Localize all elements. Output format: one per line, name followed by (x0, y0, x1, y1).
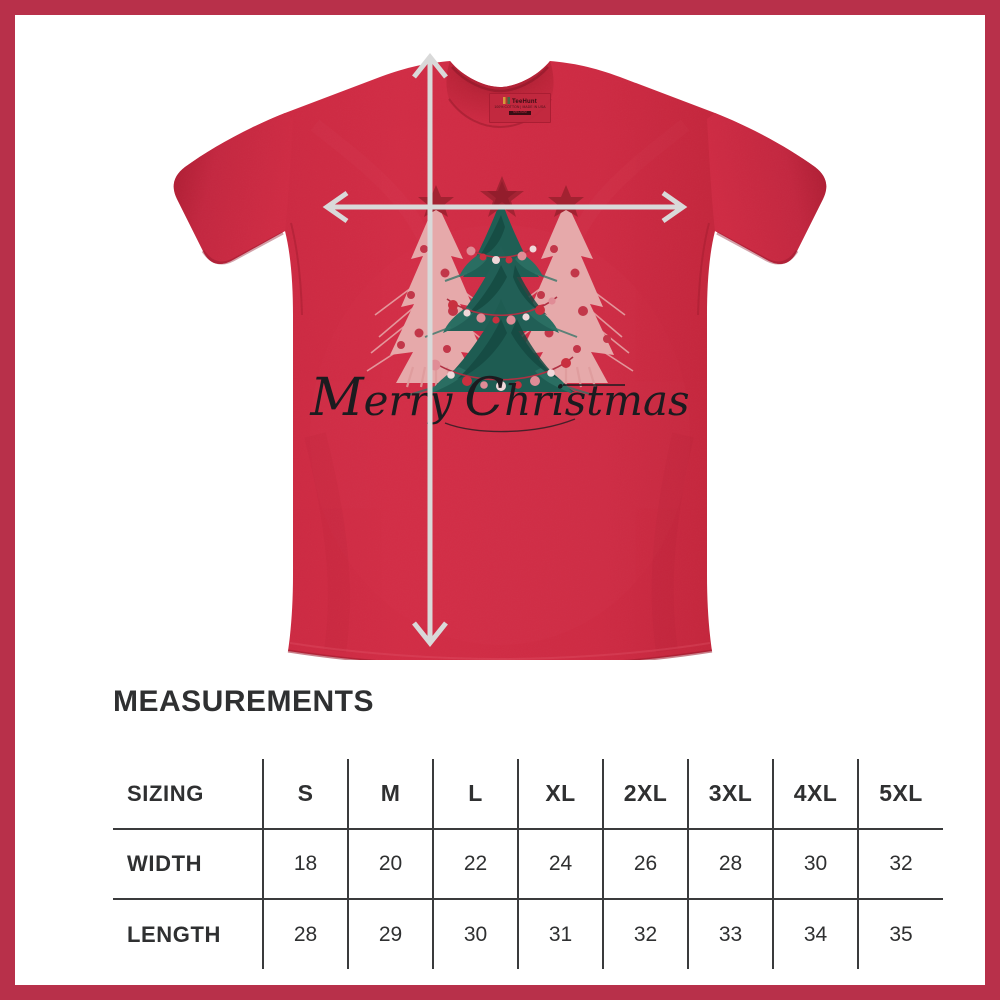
header-size-5xl: 5XL (879, 780, 923, 806)
width-s: 18 (263, 828, 349, 899)
header-size-xl: XL (518, 759, 604, 829)
table-row: LENGTH 28 29 30 31 32 33 34 35 (113, 898, 943, 969)
table-row: WIDTH 18 20 22 24 26 28 30 32 (113, 828, 943, 899)
width-2xl: 26 (603, 828, 689, 899)
header-size-s: S (263, 759, 349, 829)
length-2xl: 32 (603, 898, 689, 969)
header-size-m: M (348, 759, 434, 829)
width-l: 22 (433, 828, 519, 899)
brand-logo-icon (503, 97, 511, 104)
white-canvas: Merry Christmas TeeHunt 100% COTTON | MAD… (15, 15, 985, 985)
header-size-2xl: 2XL (603, 759, 689, 829)
length-l: 30 (433, 898, 519, 969)
product-photo: Merry Christmas TeeHunt 100% COTTON | MAD… (15, 15, 985, 660)
neck-brand-label: TeeHunt 100% COTTON | MADE IN USA MEDIUM (489, 93, 551, 123)
header-size-4xl: 4XL (773, 759, 859, 829)
width-4xl: 30 (773, 828, 859, 899)
row-label-width: WIDTH (113, 828, 264, 899)
length-xl: 31 (518, 898, 604, 969)
row-label-length: LENGTH (113, 898, 264, 969)
width-xl: 24 (518, 828, 604, 899)
header-size-l: L (433, 759, 519, 829)
header-sizing: SIZING (113, 759, 264, 829)
measurements-section: MEASUREMENTS SIZING S M L XL 2XL 3XL 4XL… (113, 685, 943, 969)
christmas-tree-print: Merry Christmas (309, 176, 690, 433)
length-3xl: 33 (688, 898, 774, 969)
size-chart-table: SIZING S M L XL 2XL 3XL 4XL 5XL WIDTH 18 (113, 759, 943, 969)
table-header-row: SIZING S M L XL 2XL 3XL 4XL 5XL (113, 759, 943, 829)
length-m: 29 (348, 898, 434, 969)
measurements-title: MEASUREMENTS (113, 685, 375, 718)
width-m: 20 (348, 828, 434, 899)
width-3xl: 28 (688, 828, 774, 899)
width-5xl: 32 (858, 828, 943, 899)
header-size-3xl: 3XL (688, 759, 774, 829)
length-s: 28 (263, 898, 349, 969)
tree-star (480, 176, 524, 217)
print-text: Merry Christmas (309, 368, 690, 433)
length-5xl: 35 (858, 898, 943, 969)
length-4xl: 34 (773, 898, 859, 969)
